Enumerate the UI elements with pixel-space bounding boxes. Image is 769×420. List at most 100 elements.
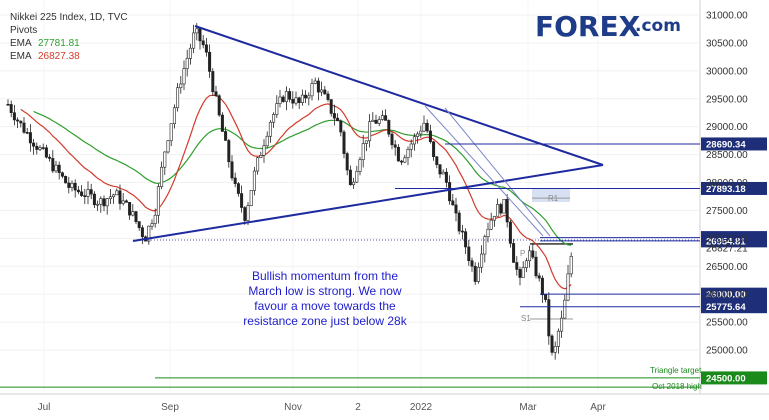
candle-body [553,346,557,353]
candle-body [32,142,36,147]
candle-body [259,155,263,159]
candle-body [313,80,317,84]
candle-body [166,140,170,153]
candle-body [252,170,256,191]
pivot-r1-label: R1 [548,194,559,203]
candle-body [537,275,541,279]
candle-body [243,207,247,221]
analysis-annotation: Bullish momentum from the March low is s… [243,269,407,328]
candle-body [502,198,506,214]
candle-body [112,194,116,198]
candle-body [444,171,448,183]
candle-body [345,153,349,171]
candle-body [204,44,208,53]
candle-body [201,40,205,46]
candle-body [419,130,423,135]
candle-body [368,121,372,142]
candle-body [92,193,96,206]
candle-body [220,114,224,132]
candle-body [300,94,304,103]
candle-body [153,214,157,224]
candle-body [156,186,160,216]
candle-body [336,117,340,122]
ema-slow-value: 26827.38 [38,51,80,62]
candle-body [48,156,52,159]
candle-body [291,99,295,104]
candle-body [179,83,183,89]
ema-lines [20,94,572,290]
candle-body [19,120,23,124]
candle-body [89,189,93,195]
level-label-bg [701,181,767,195]
candle-body [566,273,570,301]
candle-body [518,269,522,278]
candle-body [384,115,388,121]
candle-body [12,112,16,121]
candle-body [9,104,13,113]
candle-body [508,221,512,244]
candle-body [249,190,253,206]
ema-slow-line [20,94,572,290]
triangle-lower-line [132,164,604,242]
candle-body [451,200,455,206]
candle-body [358,159,362,172]
candle-body [416,133,420,137]
candle-body [150,223,154,227]
candle-body [483,236,487,255]
trend-lines [132,25,700,242]
level-label-plain: 26827.21 [706,243,748,254]
candle-body [371,119,375,123]
level-label: 27893.18 [706,184,746,195]
candle-body [528,250,532,262]
candle-body [160,166,164,187]
candle-body [230,161,234,179]
candle-body [185,58,189,69]
candle-body [16,119,20,122]
y-tick-label: 27000.00 [706,234,748,245]
candle-body [403,157,407,163]
candle-body [211,71,215,93]
candle-body [393,144,397,148]
candle-body [412,136,416,145]
candle-body [275,103,279,115]
candle-body [560,317,564,332]
candle-body [115,190,119,196]
logo-suffix: .com [635,16,681,36]
level-label-bg [701,137,767,151]
x-tick-label: 2022 [410,402,433,413]
candle-body [83,195,87,197]
candle-body [374,119,378,124]
ema-fast-label: EMA [10,38,32,49]
candle-body [105,198,109,207]
candle-body [515,262,519,270]
candle-body [534,256,538,277]
level-label-bg [701,287,767,301]
candle-body [489,219,493,230]
candle-body [80,191,84,196]
candle-body [339,120,343,133]
pivots-label: Pivots [10,25,37,36]
y-tick-label: 30000.00 [706,66,748,77]
candle-body [556,330,560,347]
candle-body [348,169,352,186]
candle-body [320,89,324,93]
candle-body [499,204,503,214]
candle-body [208,51,212,72]
candle-body [406,149,410,159]
candle-body [294,97,298,104]
candle-body [236,183,240,194]
candle-body [76,189,80,193]
candle-body [486,228,490,238]
x-tick-label: Nov [284,402,302,413]
ema-slow-label: EMA [10,51,32,62]
candle-body [57,164,61,174]
candle-body [118,190,122,204]
annotation-line-2: March low is strong. We now [248,284,401,298]
candle-body [262,145,266,156]
candle-body [86,189,90,197]
candle-body [140,227,144,238]
candle-body [67,182,71,188]
plot-area [0,0,700,394]
candle-body [425,122,429,132]
y-tick-label: 30500.00 [706,38,748,49]
